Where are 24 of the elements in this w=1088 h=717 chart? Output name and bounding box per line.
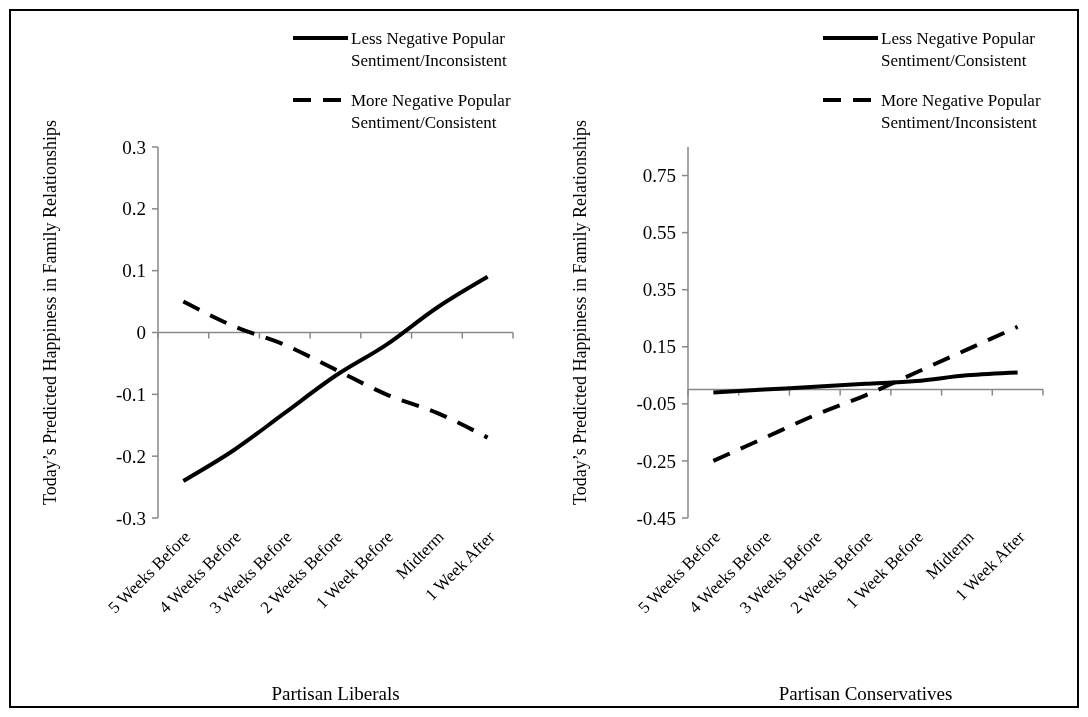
line-series	[181, 274, 490, 483]
legend-label: More Negative Popular Sentiment/Consistent	[351, 91, 511, 132]
x-axis-title: Partisan Liberals	[271, 683, 400, 704]
line-series	[711, 324, 1020, 463]
legend-label: Less Negative Popular Sentiment/Consistent	[881, 29, 1036, 70]
y-tick-label: 0	[136, 322, 146, 344]
y-axis-title: Today’s Predicted Happiness in Family Relationships	[570, 119, 590, 506]
legend-label: Less Negative Popular Sentiment/Inconsistent	[351, 29, 508, 70]
y-tick-label: 0.35	[642, 279, 676, 301]
y-tick-label: -0.3	[115, 507, 146, 529]
y-tick-label: 0.75	[642, 165, 676, 187]
y-tick-label: 0.15	[642, 336, 676, 358]
y-tick-label: 0.55	[642, 222, 676, 244]
y-tick-label: -0.05	[636, 393, 676, 415]
y-tick-label: -0.2	[115, 445, 146, 467]
legend-label: More Negative Popular Sentiment/Inconsistent	[881, 91, 1041, 132]
x-axis-title: Partisan Conservatives	[778, 683, 953, 704]
y-tick-label: 0.1	[122, 260, 146, 282]
y-tick-label: 0.3	[122, 136, 146, 158]
y-axis-title: Today’s Predicted Happiness in Family Relationships	[40, 119, 60, 506]
y-tick-label: -0.45	[636, 507, 676, 529]
y-tick-label: 0.2	[122, 198, 146, 220]
y-tick-label: -0.1	[115, 383, 146, 405]
y-tick-label: -0.25	[636, 450, 676, 472]
